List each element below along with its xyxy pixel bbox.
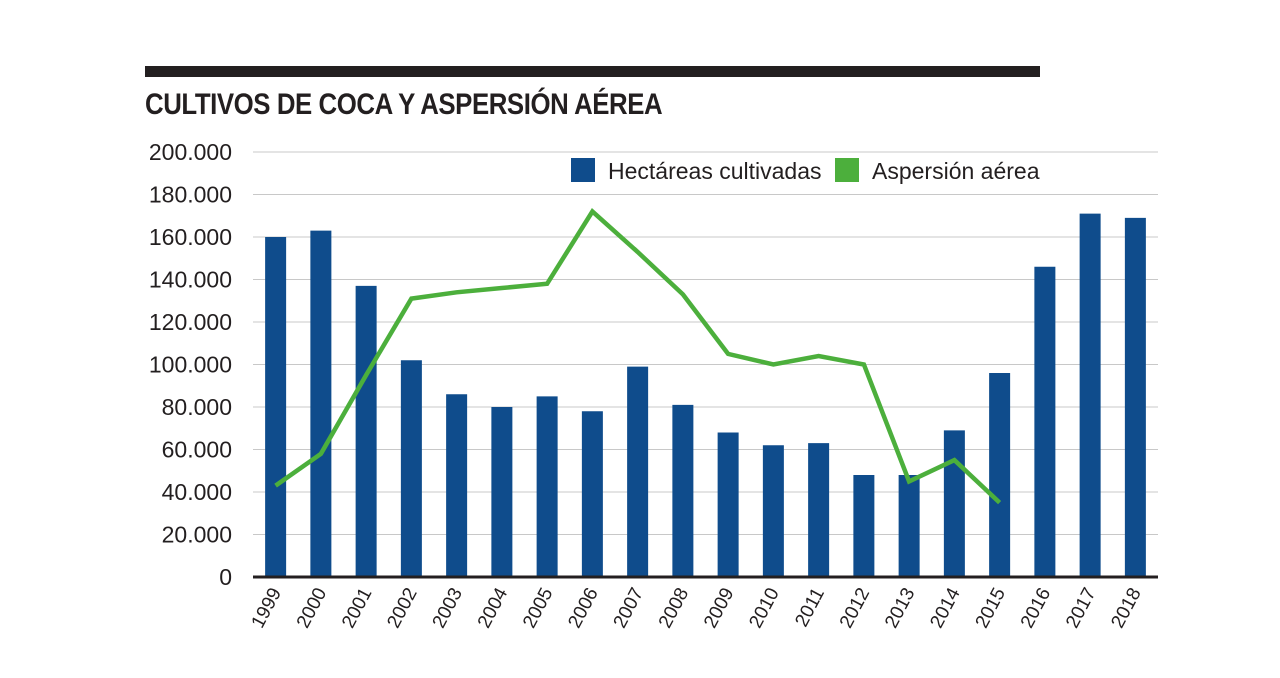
- bar-2007: [627, 366, 649, 577]
- x-tick-label: 2007: [610, 584, 648, 631]
- x-tick-label: 2016: [1017, 584, 1055, 631]
- bar-2001: [355, 285, 377, 577]
- legend-label-line: Aspersión aérea: [872, 158, 1040, 184]
- x-tick-label: 2017: [1062, 584, 1100, 631]
- x-tick-label: 2005: [519, 584, 557, 631]
- bar-2005: [536, 396, 558, 577]
- x-tick-label: 2001: [338, 584, 376, 631]
- y-tick-label: 160.000: [149, 224, 232, 250]
- x-tick-label: 2013: [881, 584, 919, 631]
- x-tick-label: 2008: [655, 584, 693, 631]
- bar-2015: [989, 373, 1011, 577]
- x-tick-label: 2003: [429, 584, 467, 631]
- bar-2002: [400, 360, 422, 577]
- legend-swatch-line: [835, 158, 859, 182]
- y-tick-label: 140.000: [149, 267, 232, 293]
- bar-2003: [446, 394, 468, 577]
- bar-1999: [265, 237, 287, 577]
- bar-2013: [898, 475, 920, 577]
- y-tick-label: 180.000: [149, 182, 232, 208]
- x-tick-label: 2012: [836, 584, 874, 631]
- x-tick-label: 2006: [564, 584, 602, 631]
- bar-2014: [943, 430, 965, 577]
- y-tick-label: 200.000: [149, 139, 232, 165]
- y-tick-label: 60.000: [162, 437, 232, 463]
- bar-2010: [762, 445, 784, 577]
- y-tick-label: 40.000: [162, 479, 232, 505]
- bar-2009: [717, 432, 739, 577]
- x-tick-label: 2000: [293, 584, 331, 631]
- bar-2018: [1124, 217, 1146, 577]
- y-tick-label: 120.000: [149, 309, 232, 335]
- bar-2011: [808, 443, 830, 577]
- legend-swatch-bars: [571, 158, 595, 182]
- bar-2016: [1034, 266, 1056, 577]
- title-rule: [145, 66, 1040, 77]
- chart-title: CULTIVOS DE COCA Y ASPERSIÓN AÉREA: [145, 88, 663, 121]
- legend-label-bars: Hectáreas cultivadas: [608, 158, 822, 184]
- x-tick-label: 2014: [926, 584, 965, 632]
- y-tick-label: 80.000: [162, 394, 232, 420]
- bar-2017: [1079, 213, 1101, 577]
- x-tick-label: 2002: [383, 584, 421, 631]
- x-tick-label: 2011: [791, 584, 829, 630]
- bar-2008: [672, 404, 694, 577]
- x-tick-label: 2018: [1107, 584, 1145, 631]
- y-tick-label: 20.000: [162, 522, 232, 548]
- x-tick-label: 2004: [474, 584, 513, 632]
- bar-2012: [853, 475, 875, 577]
- y-tick-label: 0: [219, 564, 232, 590]
- bar-2000: [310, 230, 332, 577]
- x-tick-label: 2010: [745, 584, 783, 631]
- x-tick-label: 2015: [972, 584, 1010, 631]
- bar-2006: [581, 411, 603, 577]
- bar-2004: [491, 407, 513, 577]
- x-tick-label: 1999: [248, 584, 286, 631]
- x-tick-label: 2009: [700, 584, 738, 631]
- y-tick-label: 100.000: [149, 352, 232, 378]
